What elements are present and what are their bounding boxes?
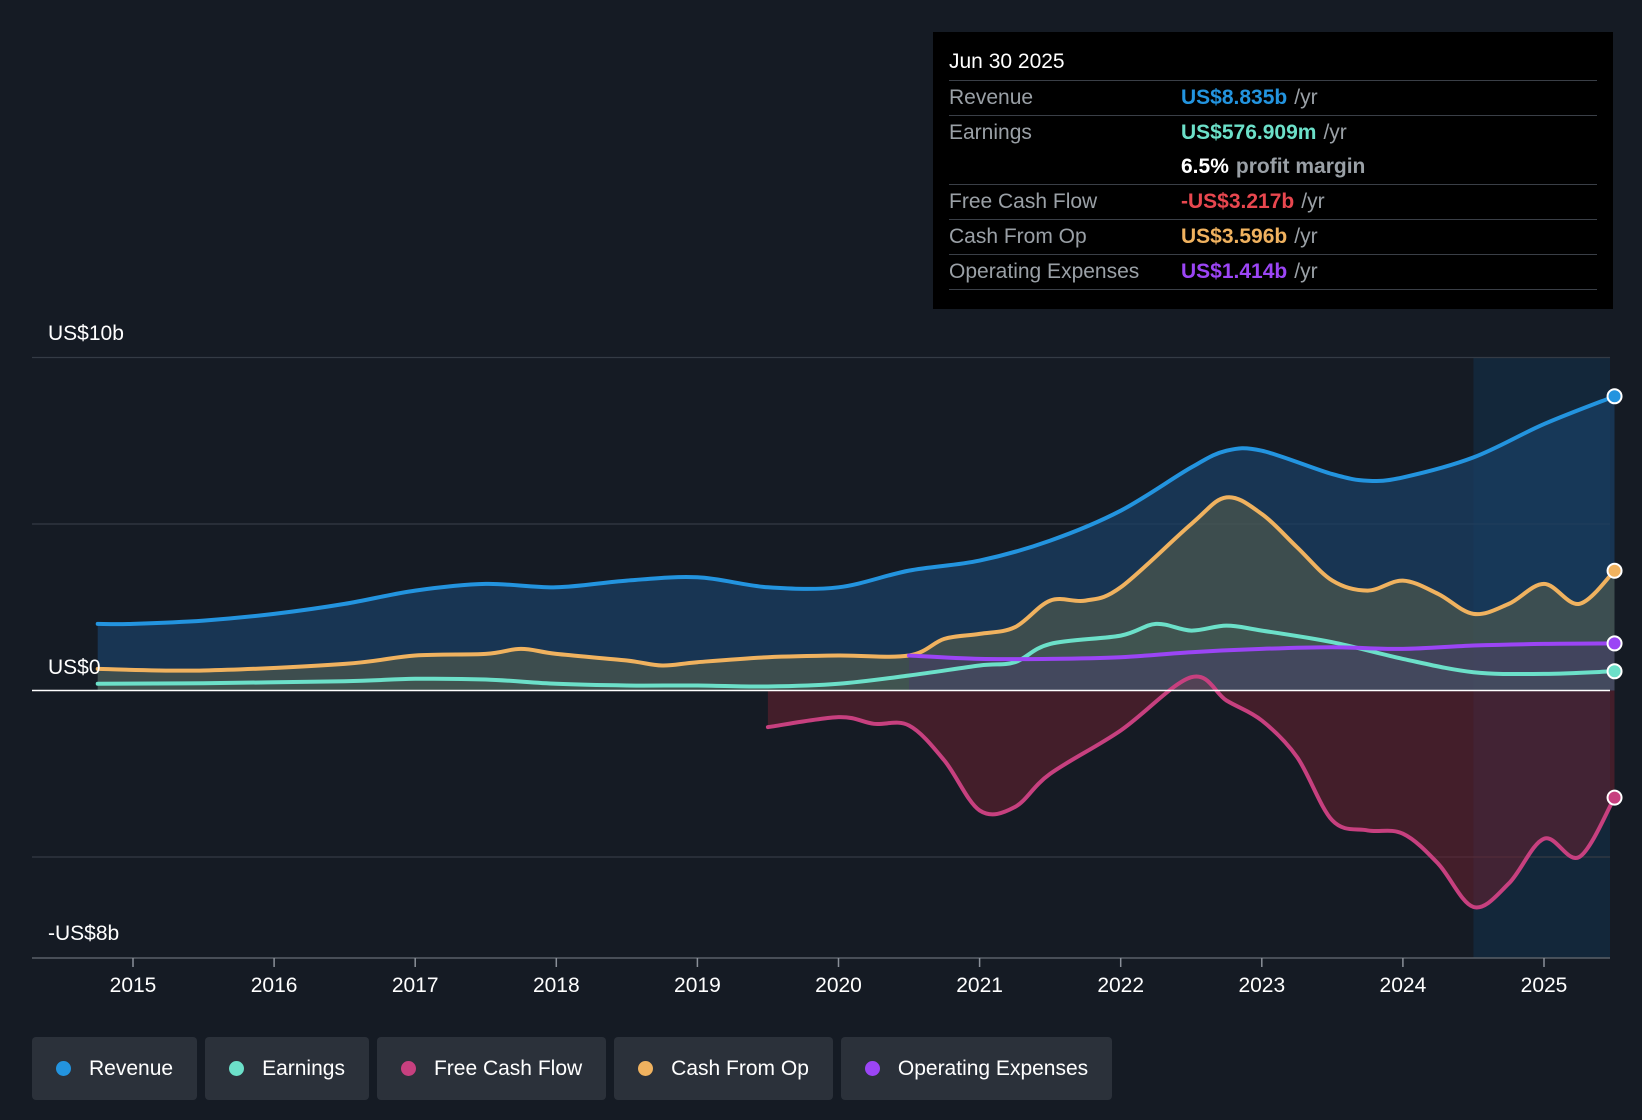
end-dot-cash-from-op	[1606, 562, 1623, 579]
legend-item-revenue[interactable]: Revenue	[32, 1037, 198, 1100]
legend-dot-icon	[400, 1061, 416, 1076]
legend-item-cash-from-op[interactable]: Cash From Op	[614, 1037, 833, 1100]
legend-item-earnings[interactable]: Earnings	[205, 1037, 369, 1100]
tooltip-value: US$1.414b	[1181, 260, 1288, 283]
end-dot-revenue	[1606, 388, 1623, 405]
tooltip-date: Jun 30 2025	[949, 46, 1597, 81]
tooltip-value: US$576.909m	[1181, 121, 1317, 144]
x-tick-label: 2025	[1521, 974, 1568, 997]
tooltip-label: Free Cash Flow	[949, 190, 1098, 213]
tooltip-label	[949, 150, 1181, 184]
x-tick-label: 2022	[1097, 974, 1144, 997]
line-cash-from-op	[95, 495, 1617, 673]
line-revenue	[95, 394, 1617, 627]
tooltip-row-revenue: Revenue US$8.835b /yr	[949, 81, 1597, 116]
tooltip-unit: /yr	[1294, 86, 1318, 109]
legend-label: Free Cash Flow	[433, 1056, 583, 1080]
tooltip-value: -US$3.217b	[1181, 190, 1295, 213]
tooltip-label: Earnings	[949, 121, 1032, 144]
tooltip-unit: profit margin	[1235, 155, 1366, 178]
line-earnings	[95, 621, 1617, 689]
area-cash-from-op	[97, 497, 1615, 691]
area-free-cash-flow	[767, 676, 1615, 908]
line-operating-expenses	[907, 641, 1617, 662]
x-axis-ticks: 2015 2016 2017 2018 2019 2020 2021 2022 2023 2024…	[110, 958, 1568, 997]
x-tick-label: 2016	[251, 974, 298, 997]
end-dot-free-cash-flow	[1606, 789, 1623, 806]
legend-label: Operating Expenses	[897, 1056, 1089, 1080]
tooltip-label: Revenue	[949, 86, 1034, 109]
legend-dot-icon	[638, 1061, 654, 1076]
x-tick-label: 2023	[1238, 974, 1285, 997]
area-revenue	[97, 396, 1615, 691]
legend-label: Earnings	[262, 1056, 345, 1080]
tooltip-unit: /yr	[1323, 121, 1347, 144]
x-tick-label: 2015	[110, 974, 157, 997]
y-label-bottom: -US$8b	[48, 922, 119, 945]
end-dot-earnings	[1606, 663, 1623, 680]
legend-label: Revenue	[89, 1056, 174, 1080]
series-lines	[95, 394, 1617, 910]
tooltip-row-cash-from-op: Cash From Op US$3.596b /yr	[949, 220, 1597, 255]
tooltip-unit: /yr	[1294, 260, 1318, 283]
legend-item-operating-expenses[interactable]: Operating Expenses	[840, 1037, 1113, 1100]
x-tick-label: 2018	[533, 974, 580, 997]
area-earnings	[97, 623, 1615, 691]
x-tick-label: 2017	[392, 974, 439, 997]
tooltip-panel: Jun 30 2025 Revenue US$8.835b /yr Earnin…	[933, 32, 1613, 309]
y-label-top: US$10b	[48, 322, 124, 345]
tooltip-row-operating-expenses: Operating Expenses US$1.414b /yr	[949, 255, 1597, 290]
tooltip-label: Cash From Op	[949, 225, 1087, 248]
legend: Revenue Earnings Free Cash Flow Cash Fro…	[32, 1037, 1120, 1100]
tooltip-row-earnings: Earnings US$576.909m /yr	[949, 116, 1597, 150]
tooltip-value: 6.5%	[1181, 155, 1229, 178]
tooltip-value: US$8.835b	[1181, 86, 1288, 109]
tooltip-row-free-cash-flow: Free Cash Flow -US$3.217b /yr	[949, 185, 1597, 220]
area-operating-expenses	[909, 643, 1615, 691]
tooltip-value: US$3.596b	[1181, 225, 1288, 248]
series-areas	[97, 396, 1615, 908]
x-tick-label: 2020	[815, 974, 862, 997]
legend-label: Cash From Op	[671, 1056, 809, 1080]
tooltip-row-profit-margin: 6.5% profit margin	[949, 150, 1597, 185]
y-label-zero: US$0	[48, 656, 101, 679]
x-tick-label: 2024	[1380, 974, 1427, 997]
legend-dot-icon	[229, 1061, 245, 1076]
x-tick-label: 2021	[956, 974, 1003, 997]
legend-item-free-cash-flow[interactable]: Free Cash Flow	[376, 1037, 607, 1100]
series-end-dots	[1606, 388, 1623, 806]
end-dot-operating-expenses	[1606, 635, 1623, 652]
tooltip-label: Operating Expenses	[949, 260, 1140, 283]
line-free-cash-flow	[765, 674, 1617, 910]
legend-dot-icon	[56, 1061, 71, 1076]
tooltip-unit: /yr	[1301, 190, 1325, 213]
x-tick-label: 2019	[674, 974, 721, 997]
legend-dot-icon	[864, 1061, 880, 1076]
tooltip-unit: /yr	[1294, 225, 1318, 248]
